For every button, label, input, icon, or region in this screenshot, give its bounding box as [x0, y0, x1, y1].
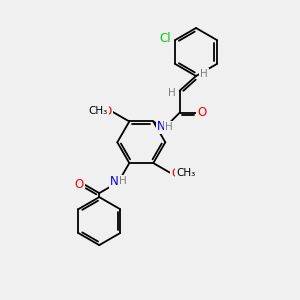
Text: CH₃: CH₃	[176, 168, 195, 178]
Text: H: H	[165, 122, 173, 132]
Text: H: H	[119, 176, 127, 186]
Text: H: H	[200, 69, 208, 79]
Text: O: O	[102, 105, 112, 118]
Text: O: O	[75, 178, 84, 190]
Text: N: N	[110, 175, 119, 188]
Text: CH₃: CH₃	[88, 106, 108, 116]
Text: O: O	[171, 167, 180, 180]
Text: methoxy: methoxy	[93, 112, 99, 113]
Text: N: N	[157, 120, 166, 133]
Text: O: O	[197, 106, 206, 119]
Text: Cl: Cl	[159, 32, 171, 46]
Text: H: H	[168, 88, 176, 98]
